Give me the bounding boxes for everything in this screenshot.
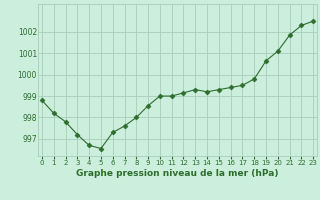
X-axis label: Graphe pression niveau de la mer (hPa): Graphe pression niveau de la mer (hPa) [76, 169, 279, 178]
